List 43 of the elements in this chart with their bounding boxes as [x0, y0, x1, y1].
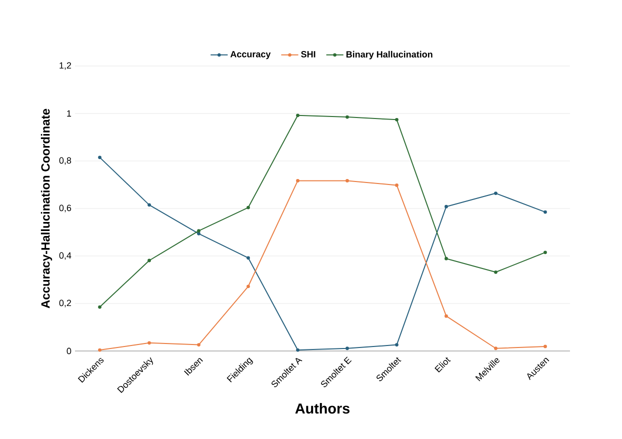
y-tick-label: 0: [66, 348, 72, 354]
point: [197, 229, 200, 233]
x-tick-label: Eliot: [434, 357, 451, 372]
point: [494, 192, 498, 195]
legend-label: SHI: [301, 51, 316, 58]
point: [246, 206, 250, 210]
point: [296, 114, 300, 118]
y-tick-label: 0,8: [59, 157, 72, 165]
point: [444, 256, 448, 260]
point: [148, 203, 151, 207]
point: [346, 346, 349, 350]
point: [98, 156, 102, 160]
x-axis-title: Authors: [295, 403, 350, 414]
y-tick-label: 0,6: [59, 204, 72, 212]
point: [494, 270, 498, 274]
point: [98, 348, 102, 352]
point: [197, 343, 200, 347]
point: [494, 346, 498, 350]
point: [197, 232, 200, 236]
point: [444, 204, 448, 208]
point: [148, 258, 151, 262]
point: [444, 314, 448, 318]
point: [346, 179, 349, 182]
y-tick-label: 0,4: [59, 252, 72, 260]
point: [395, 343, 398, 347]
point: [246, 256, 250, 260]
point: [544, 344, 547, 348]
legend-label: Binary Hallucination: [346, 50, 432, 60]
point: [296, 348, 300, 352]
point: [395, 184, 398, 187]
point: [544, 250, 547, 254]
y-tick-label: 1,2: [60, 62, 72, 70]
legend-label: Accuracy: [230, 51, 271, 60]
y-axis-title: Accuracy-Hallucination Coordinate: [40, 108, 52, 308]
point: [395, 118, 398, 122]
point: [148, 341, 151, 345]
point: [346, 115, 349, 119]
y-tick-label: 0,2: [59, 300, 72, 308]
point: [98, 305, 102, 309]
point: [296, 179, 300, 182]
point: [246, 284, 250, 288]
point: [544, 210, 547, 214]
y-tick-label: 1: [67, 110, 72, 117]
